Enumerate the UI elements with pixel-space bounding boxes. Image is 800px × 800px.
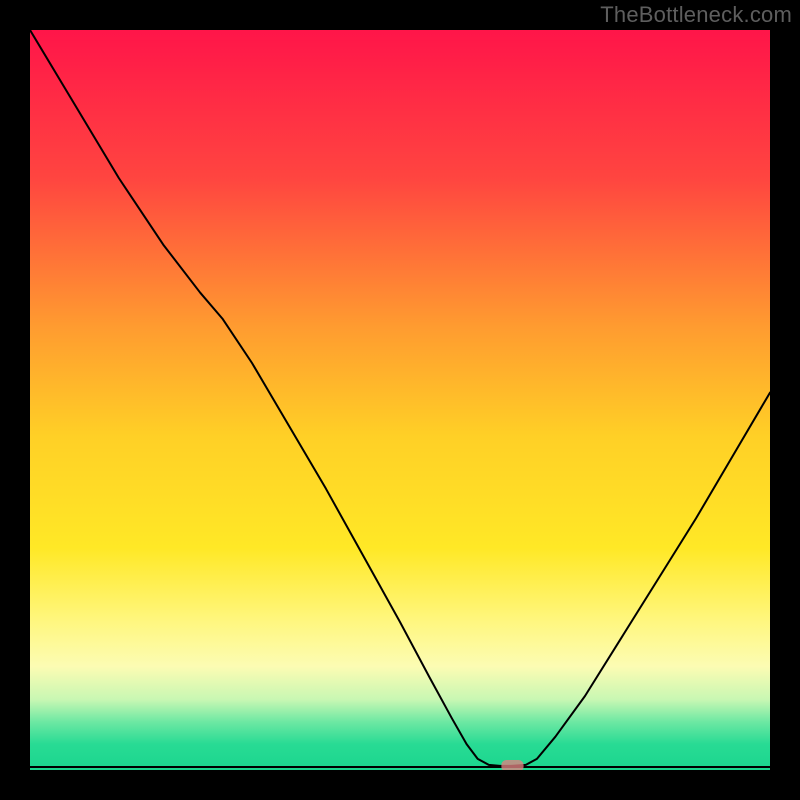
chart-svg bbox=[30, 30, 770, 770]
optimal-marker bbox=[501, 760, 523, 770]
watermark-text: TheBottleneck.com bbox=[600, 2, 792, 28]
chart-background bbox=[30, 30, 770, 770]
bottleneck-chart bbox=[30, 30, 770, 770]
